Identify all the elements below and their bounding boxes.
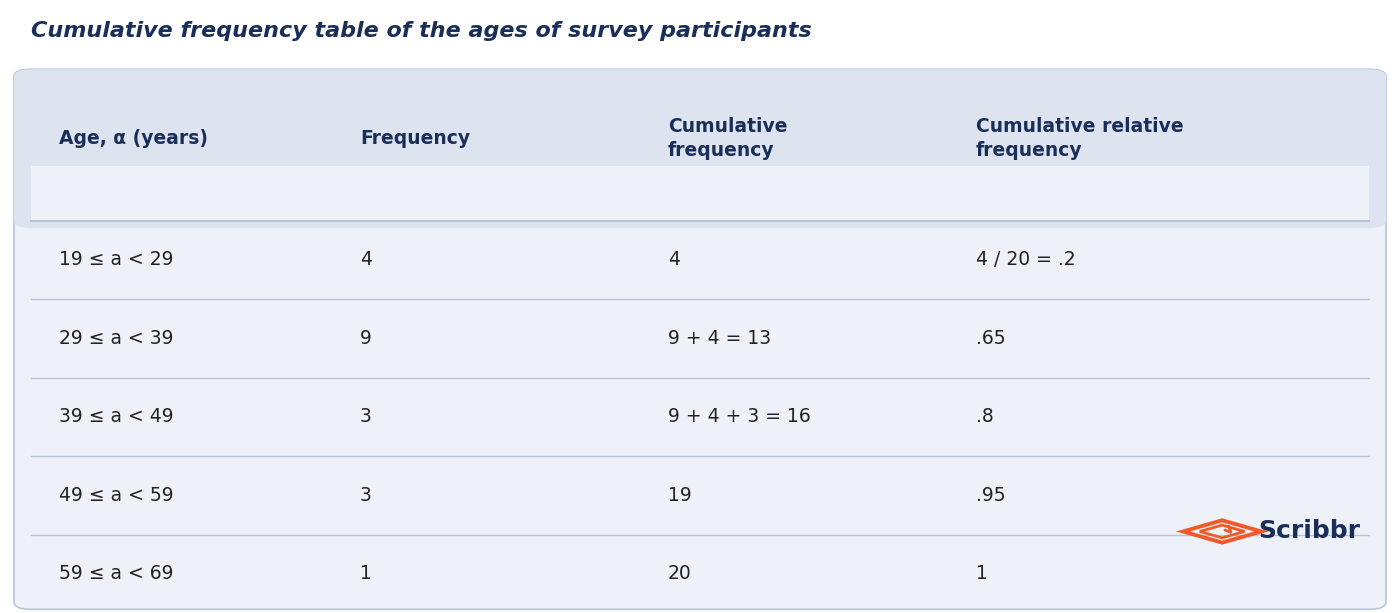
Text: 3: 3 <box>360 408 371 426</box>
Text: 4: 4 <box>360 251 372 269</box>
Text: Frequency: Frequency <box>360 129 470 148</box>
Text: .65: .65 <box>976 329 1005 348</box>
Text: 4 / 20 = .2: 4 / 20 = .2 <box>976 251 1075 269</box>
Text: 39 ≤ a < 49: 39 ≤ a < 49 <box>59 408 174 426</box>
Text: Age, α (years): Age, α (years) <box>59 129 207 148</box>
Text: 3: 3 <box>360 486 371 504</box>
Text: 9: 9 <box>360 329 371 348</box>
Text: 1: 1 <box>360 565 371 583</box>
FancyBboxPatch shape <box>14 69 1386 228</box>
Text: 19 ≤ a < 29: 19 ≤ a < 29 <box>59 251 174 269</box>
Text: 9 + 4 = 13: 9 + 4 = 13 <box>668 329 771 348</box>
Text: .95: .95 <box>976 486 1005 504</box>
Text: .8: .8 <box>976 408 994 426</box>
Text: 29 ≤ a < 39: 29 ≤ a < 39 <box>59 329 174 348</box>
FancyBboxPatch shape <box>14 69 1386 609</box>
Text: 19: 19 <box>668 486 692 504</box>
Text: 59 ≤ a < 69: 59 ≤ a < 69 <box>59 565 174 583</box>
Text: Cumulative relative
frequency: Cumulative relative frequency <box>976 117 1183 160</box>
Text: 1: 1 <box>976 565 987 583</box>
Text: 4: 4 <box>668 251 680 269</box>
Text: Scribbr: Scribbr <box>1259 519 1361 544</box>
Text: 20: 20 <box>668 565 692 583</box>
Bar <box>31 166 1369 221</box>
Text: 49 ≤ a < 59: 49 ≤ a < 59 <box>59 486 174 504</box>
Text: 9 + 4 + 3 = 16: 9 + 4 + 3 = 16 <box>668 408 811 426</box>
Text: Cumulative frequency table of the ages of survey participants: Cumulative frequency table of the ages o… <box>31 21 812 42</box>
Text: Cumulative
frequency: Cumulative frequency <box>668 117 787 160</box>
